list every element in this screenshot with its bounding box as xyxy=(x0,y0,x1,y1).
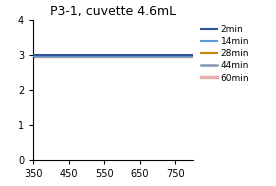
Title: P3-1, cuvette 4.6mL: P3-1, cuvette 4.6mL xyxy=(50,5,176,18)
Legend: 2min, 14min, 28min, 44min, 60min: 2min, 14min, 28min, 44min, 60min xyxy=(201,25,250,83)
Text: nm: nm xyxy=(201,185,219,186)
